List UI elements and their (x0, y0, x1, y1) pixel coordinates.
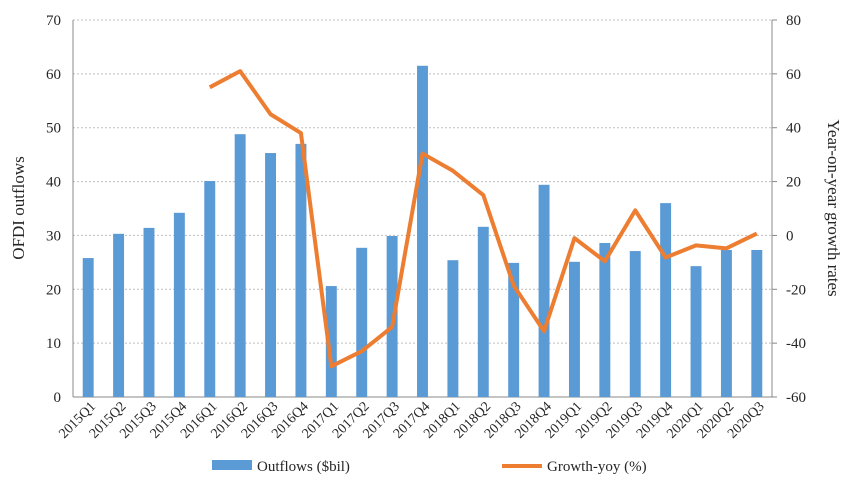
y-tick-label: 10 (46, 336, 61, 352)
y2-tick-label: -20 (786, 282, 806, 298)
y2-tick-label: 20 (786, 175, 801, 191)
y2-tick-label: 80 (786, 13, 801, 29)
y2-tick-label: 60 (786, 67, 801, 83)
y-tick-label: 70 (46, 13, 61, 29)
bar (660, 203, 672, 397)
bar (325, 286, 337, 397)
bar (629, 251, 641, 397)
y-tick-label: 40 (46, 175, 61, 191)
y-tick-label: 60 (46, 67, 61, 83)
bar (751, 249, 763, 397)
bar (508, 262, 520, 397)
bar (568, 261, 580, 397)
bar (234, 134, 246, 398)
bar (82, 258, 94, 397)
bar (720, 249, 732, 397)
line (208, 69, 758, 369)
bar (356, 247, 368, 397)
legend-label: Growth-yoy (%) (547, 459, 647, 475)
bar (417, 65, 428, 398)
y2-axis-label: Year-on-year growth rates (824, 119, 842, 296)
bar (265, 153, 277, 397)
y-tick-label: 50 (46, 121, 61, 137)
bar (204, 181, 216, 397)
bar (173, 212, 185, 397)
bar (599, 242, 611, 397)
bar (447, 260, 459, 397)
y2-tick-label: 40 (786, 121, 801, 137)
legend-swatch (212, 460, 252, 470)
bar (295, 143, 307, 397)
y-tick-label: 30 (46, 228, 61, 244)
legend-label: Outflows ($bil) (257, 459, 350, 475)
bar (477, 226, 489, 397)
bar (113, 233, 125, 397)
y2-tick-label: 0 (786, 228, 794, 244)
y2-tick-label: -40 (786, 336, 806, 352)
bar (690, 266, 702, 397)
bar (143, 227, 155, 397)
bar (538, 184, 550, 397)
y2-tick-label: -60 (786, 390, 806, 406)
y-axis-label: OFDI outflows (9, 156, 28, 259)
y-tick-label: 0 (54, 390, 62, 406)
y-tick-label: 20 (46, 282, 61, 298)
